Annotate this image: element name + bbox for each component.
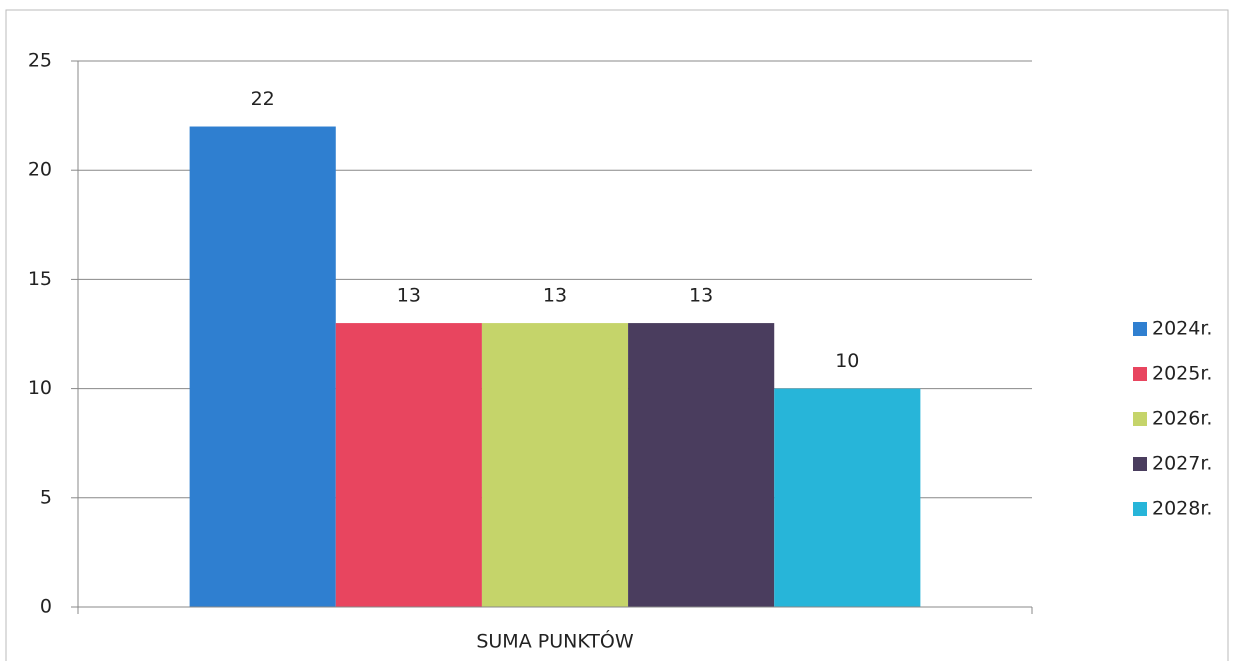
chart-border — [5, 9, 1229, 661]
legend-swatch — [1133, 502, 1147, 516]
bar — [628, 323, 775, 607]
bar — [335, 323, 482, 607]
legend-label: 2028r. — [1152, 498, 1212, 520]
bar — [189, 126, 336, 608]
y-tick-label: 5 — [40, 486, 52, 508]
legend-label: 2027r. — [1152, 453, 1212, 475]
legend-swatch — [1133, 412, 1147, 426]
data-label: 13 — [543, 285, 567, 307]
data-label: 13 — [689, 285, 713, 307]
bar — [774, 388, 921, 607]
y-tick-label: 10 — [28, 377, 52, 399]
y-tick-label: 20 — [28, 159, 52, 181]
legend-swatch — [1133, 367, 1147, 381]
x-tick-label: SUMA PUNKTÓW — [476, 629, 634, 653]
legend-label: 2024r. — [1152, 318, 1212, 340]
legend-label: 2026r. — [1152, 408, 1212, 430]
legend-swatch — [1133, 322, 1147, 336]
legend-label: 2025r. — [1152, 363, 1212, 385]
y-tick-label: 15 — [28, 268, 52, 290]
y-tick-label: 25 — [28, 50, 52, 72]
legend-swatch — [1133, 457, 1147, 471]
y-tick-label: 0 — [40, 596, 52, 618]
data-label: 10 — [835, 350, 859, 372]
data-label: 13 — [397, 285, 421, 307]
data-label: 22 — [251, 88, 275, 110]
bar — [481, 323, 629, 607]
